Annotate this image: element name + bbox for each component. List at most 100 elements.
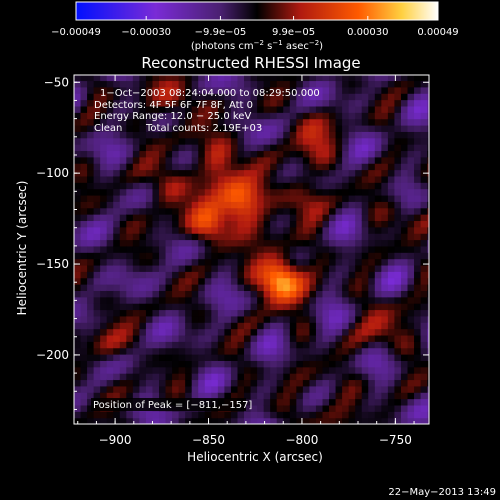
heatmap-cell [263, 131, 271, 139]
heatmap-cell [315, 264, 324, 272]
heatmap-cell [145, 347, 154, 355]
heatmap-cell [355, 156, 363, 164]
heatmap-cell [348, 315, 356, 323]
heatmap-cell [119, 309, 127, 317]
heatmap-cell [329, 233, 337, 241]
heatmap-cell [420, 194, 428, 202]
colorbar-tick-label: 0.00049 [417, 27, 458, 38]
heatmap-cell [361, 137, 369, 145]
heatmap-cell [217, 309, 226, 317]
heatmap-cell [132, 354, 140, 361]
heatmap-cell [139, 245, 147, 253]
heatmap-cell [420, 341, 428, 349]
heatmap-cell [296, 341, 304, 349]
heatmap-cell [374, 354, 382, 361]
heatmap-cell [244, 131, 252, 139]
heatmap-cell [145, 194, 154, 202]
heatmap-cell [100, 220, 108, 228]
heatmap-cell [361, 328, 369, 336]
heatmap-cell [329, 303, 337, 311]
heatmap-cell [361, 245, 369, 253]
heatmap-cell [159, 252, 167, 260]
heatmap-cell [93, 417, 101, 424]
heatmap-cell [250, 290, 258, 298]
heatmap-cell [407, 169, 415, 177]
heatmap-cell [191, 392, 199, 400]
heatmap-cell [132, 322, 140, 330]
heatmap-cell [106, 188, 114, 196]
heatmap-cell [329, 245, 337, 253]
heatmap-cell [296, 284, 304, 291]
heatmap-cell [414, 75, 422, 82]
heatmap-cell [250, 277, 258, 285]
heatmap-cell [289, 347, 297, 355]
heatmap-cell [302, 156, 311, 164]
heatmap-cell [400, 341, 409, 349]
heatmap-cell [335, 207, 343, 215]
heatmap-cell [289, 417, 297, 424]
heatmap-cell [414, 99, 422, 107]
heatmap-cell [204, 385, 212, 393]
heatmap-cell [322, 194, 330, 202]
heatmap-cell [126, 354, 134, 361]
heatmap-cell [361, 392, 369, 400]
heatmap-cell [315, 182, 324, 190]
heatmap-cell [165, 277, 173, 285]
heatmap-cell [329, 239, 337, 247]
heatmap-cell [309, 124, 317, 132]
heatmap-cell [322, 245, 330, 253]
heatmap-cell [172, 207, 180, 215]
heatmap-cell [296, 264, 304, 272]
heatmap-cell [178, 373, 186, 381]
heatmap-cell [139, 201, 147, 209]
heatmap-cell [427, 220, 429, 228]
heatmap-cell [289, 137, 297, 145]
heatmap-cell [289, 360, 297, 368]
heatmap-cell [270, 93, 278, 101]
heatmap-cell [283, 296, 291, 304]
heatmap-cell [400, 373, 409, 381]
heatmap-cell [342, 392, 350, 400]
heatmap-cell [244, 214, 252, 222]
heatmap-cell [420, 373, 428, 381]
heatmap-cell [211, 322, 219, 330]
heatmap-cell [322, 379, 330, 387]
heatmap-cell [126, 360, 134, 368]
heatmap-cell [165, 360, 173, 368]
heatmap-cell [159, 80, 167, 88]
heatmap-cell [172, 411, 180, 419]
heatmap-cell [342, 214, 350, 222]
heatmap-cell [159, 124, 167, 132]
heatmap-cell [394, 328, 402, 336]
heatmap-cell [198, 150, 206, 158]
heatmap-cell [217, 334, 226, 342]
heatmap-cell [342, 296, 350, 304]
heatmap-cell [217, 347, 226, 355]
heatmap-cell [217, 233, 226, 241]
heatmap-cell [211, 341, 219, 349]
heatmap-cell [263, 156, 271, 164]
heatmap-cell [407, 194, 415, 202]
heatmap-cell [93, 194, 101, 202]
heatmap-cell [400, 233, 409, 241]
heatmap-cell [296, 373, 304, 381]
heatmap-cell [191, 226, 199, 234]
heatmap-cell [106, 360, 114, 368]
heatmap-cell [106, 163, 114, 171]
heatmap-cell [126, 169, 134, 177]
heatmap-cell [224, 360, 232, 368]
heatmap-cell [368, 354, 376, 361]
heatmap-cell [211, 75, 219, 82]
heatmap-cell [106, 271, 114, 279]
heatmap-cell [270, 175, 278, 183]
heatmap-cell [407, 392, 415, 400]
heatmap-cell [139, 80, 147, 88]
heatmap-cell [93, 182, 101, 190]
heatmap-cell [132, 188, 140, 196]
heatmap-cell [276, 156, 284, 164]
heatmap-cell [407, 131, 415, 139]
heatmap-cell [74, 233, 82, 241]
heatmap-cell [93, 334, 101, 342]
heatmap-cell [407, 309, 415, 317]
heatmap-cell [329, 411, 337, 419]
